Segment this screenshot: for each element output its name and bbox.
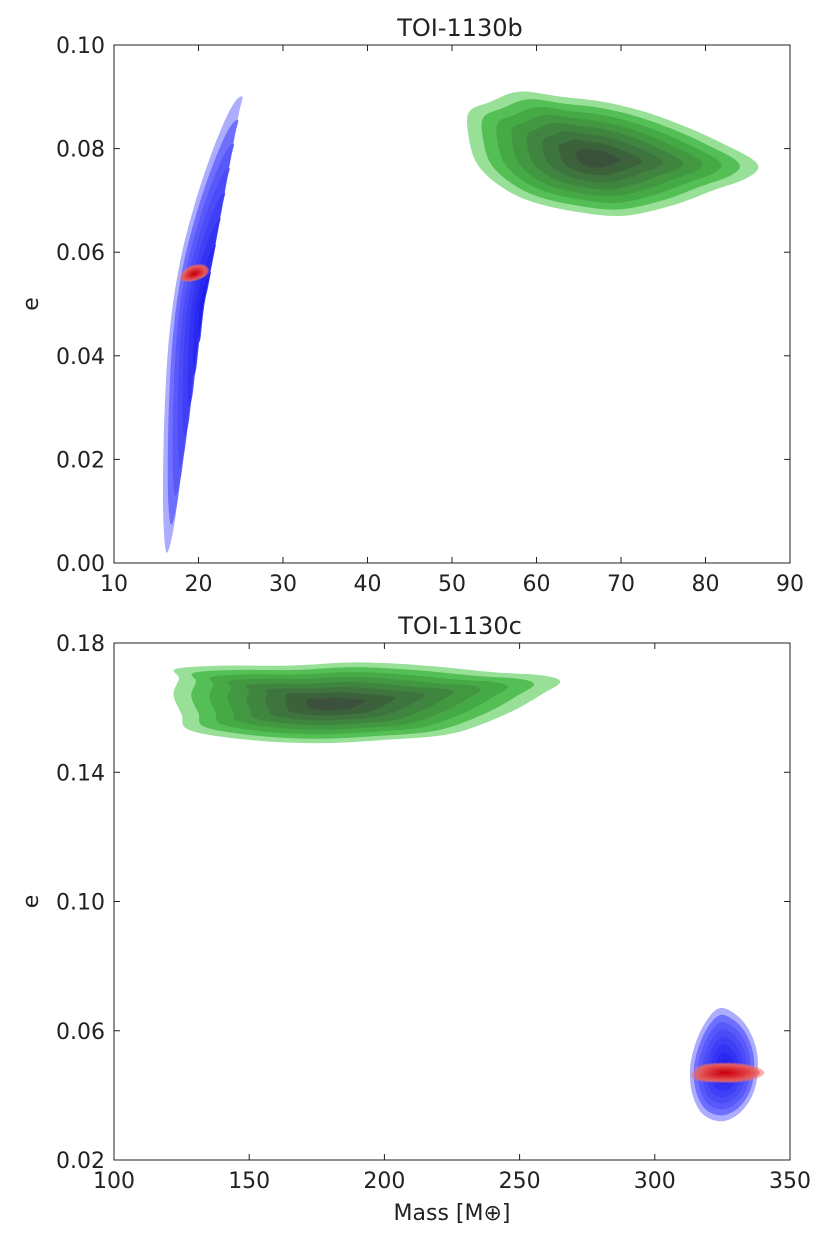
- distribution-1: [466, 91, 759, 217]
- x-tick-label: 250: [499, 1169, 541, 1194]
- x-tick-label: 80: [692, 572, 720, 597]
- x-tick-label: 40: [354, 572, 382, 597]
- y-tick-label: 0.14: [56, 761, 105, 786]
- plot-area: [173, 662, 765, 1122]
- y-tick-label: 0.06: [56, 241, 105, 266]
- y-tick-label: 0.02: [56, 1149, 105, 1174]
- x-axis-label: Mass [M⊕]: [394, 1201, 511, 1226]
- x-tick-label: 30: [269, 572, 297, 597]
- x-tick-label: 90: [776, 572, 804, 597]
- y-axis-label: e: [19, 895, 44, 909]
- x-tick-label: 70: [607, 572, 635, 597]
- y-tick-label: 0.10: [56, 891, 105, 916]
- plot-area: [162, 91, 759, 553]
- distribution-2: [179, 264, 209, 282]
- distribution-2: [691, 1062, 765, 1083]
- y-tick-label: 0.02: [56, 448, 105, 473]
- contour-level-7: [198, 271, 212, 343]
- y-tick-label: 0.00: [56, 552, 105, 577]
- x-tick-label: 50: [438, 572, 466, 597]
- x-tick-label: 300: [634, 1169, 676, 1194]
- y-tick-label: 0.08: [56, 138, 105, 163]
- y-axis-label: e: [19, 297, 44, 311]
- x-tick-label: 20: [185, 572, 213, 597]
- x-tick-label: 150: [228, 1169, 270, 1194]
- distribution-0: [162, 96, 243, 553]
- y-tick-label: 0.06: [56, 1020, 105, 1045]
- x-tick-label: 60: [523, 572, 551, 597]
- panel-toi-1130c: 100 150 200 250 300 350 0.02 0.06 0.10 0.14 0.18 TO…: [19, 612, 811, 1226]
- x-tick-label: 100: [93, 1169, 135, 1194]
- y-tick-label: 0.04: [56, 345, 105, 370]
- chart-title: TOI-1130b: [396, 14, 523, 42]
- contour-level-7: [192, 272, 197, 276]
- x-tick-label: 350: [769, 1169, 811, 1194]
- distribution-0: [173, 662, 561, 744]
- chart-title: TOI-1130c: [397, 612, 522, 640]
- x-tick-label: 200: [363, 1169, 405, 1194]
- contour-level-7: [306, 697, 366, 711]
- panel-toi-1130b: 10 20 30 40 50 60 70 80 90 0.00 0.02 0.04 0.06 0.08 0.…: [19, 14, 804, 597]
- y-tick-label: 0.18: [56, 632, 105, 657]
- contour-level-6: [193, 244, 216, 376]
- y-tick-label: 0.10: [56, 34, 105, 59]
- contour-level-7: [719, 1071, 732, 1075]
- x-tick-label: 10: [100, 572, 128, 597]
- contour-level-7: [575, 148, 621, 168]
- axes-frame: [113, 44, 791, 564]
